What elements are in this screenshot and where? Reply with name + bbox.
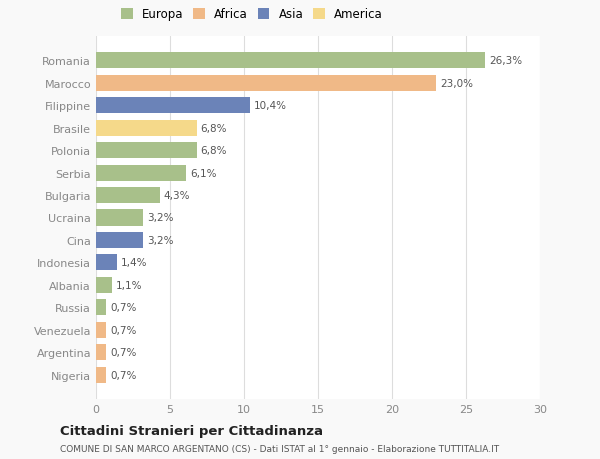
Bar	[96, 300, 106, 316]
Text: 6,1%: 6,1%	[190, 168, 217, 178]
Bar	[96, 53, 485, 69]
Bar	[96, 210, 143, 226]
Bar	[96, 322, 106, 338]
Text: 10,4%: 10,4%	[254, 101, 287, 111]
Bar	[96, 76, 436, 92]
Text: 6,8%: 6,8%	[200, 123, 227, 134]
Text: Cittadini Stranieri per Cittadinanza: Cittadini Stranieri per Cittadinanza	[60, 424, 323, 437]
Bar	[96, 165, 186, 181]
Bar	[96, 255, 117, 271]
Text: 26,3%: 26,3%	[489, 56, 522, 66]
Bar	[96, 143, 197, 159]
Bar	[96, 277, 112, 293]
Text: 6,8%: 6,8%	[200, 146, 227, 156]
Text: 23,0%: 23,0%	[440, 78, 473, 89]
Text: 1,1%: 1,1%	[116, 280, 142, 290]
Text: 3,2%: 3,2%	[147, 235, 173, 246]
Bar	[96, 232, 143, 248]
Bar	[96, 188, 160, 204]
Text: COMUNE DI SAN MARCO ARGENTANO (CS) - Dati ISTAT al 1° gennaio - Elaborazione TUT: COMUNE DI SAN MARCO ARGENTANO (CS) - Dat…	[60, 444, 499, 453]
Text: 0,7%: 0,7%	[110, 370, 136, 380]
Bar	[96, 344, 106, 360]
Text: 1,4%: 1,4%	[121, 258, 147, 268]
Bar	[96, 120, 197, 136]
Text: 0,7%: 0,7%	[110, 325, 136, 335]
Text: 0,7%: 0,7%	[110, 347, 136, 358]
Text: 0,7%: 0,7%	[110, 302, 136, 313]
Text: 4,3%: 4,3%	[163, 190, 190, 201]
Bar	[96, 367, 106, 383]
Bar	[96, 98, 250, 114]
Legend: Europa, Africa, Asia, America: Europa, Africa, Asia, America	[119, 6, 385, 23]
Text: 3,2%: 3,2%	[147, 213, 173, 223]
